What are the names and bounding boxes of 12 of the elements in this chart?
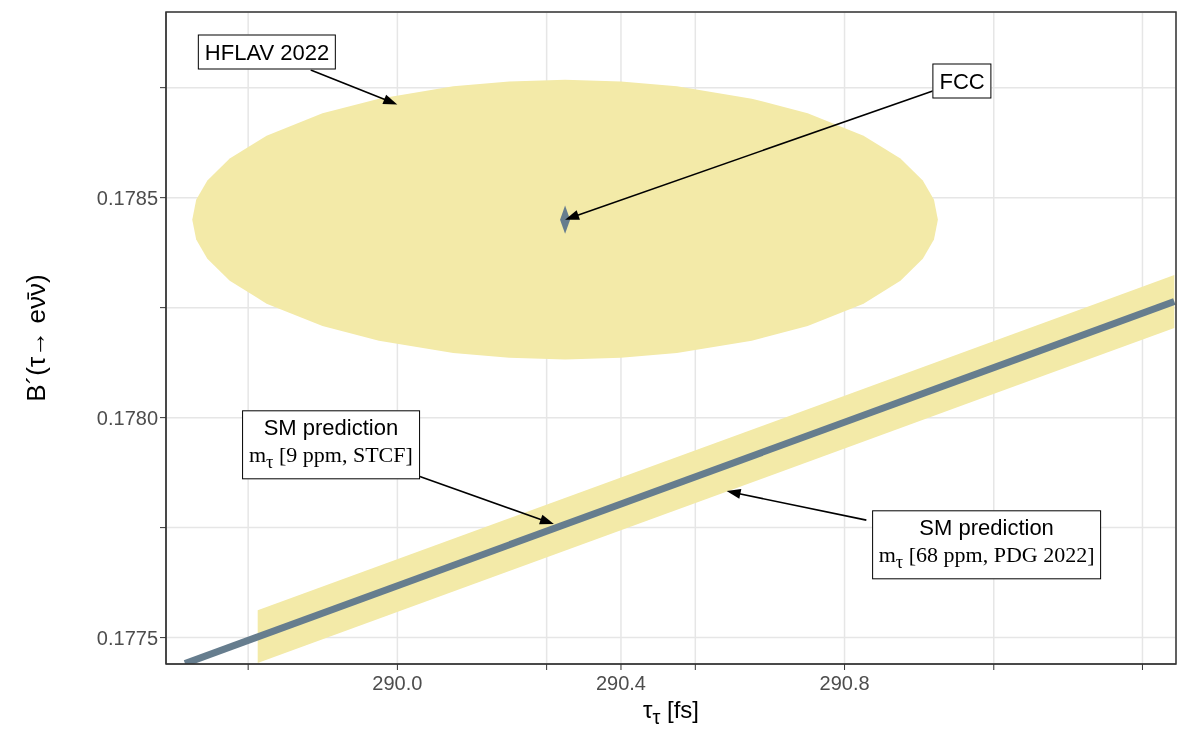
y-tick-label: 0.1775 (96, 626, 158, 649)
x-tick-label: 290.8 (819, 672, 870, 695)
y-tick-label: 0.1780 (96, 406, 158, 429)
y-axis-title: B´(τ→ eν̄ν) (20, 274, 52, 402)
x-tick-label: 290.0 (372, 672, 423, 695)
x-axis-title: τ$_{τ}$ [fs] (642, 696, 700, 729)
annotation: HFLAV 2022 (204, 38, 330, 66)
annotation: FCC (939, 67, 985, 95)
annotation: SM prediction m$_{τ}$ [68 ppm, PDG 2022] (878, 514, 1095, 574)
x-tick-label: 290.4 (595, 672, 647, 695)
annotation: SM prediction m$_{τ}$ [9 ppm, STCF] (248, 414, 413, 474)
y-tick-label: 0.1785 (96, 186, 158, 209)
